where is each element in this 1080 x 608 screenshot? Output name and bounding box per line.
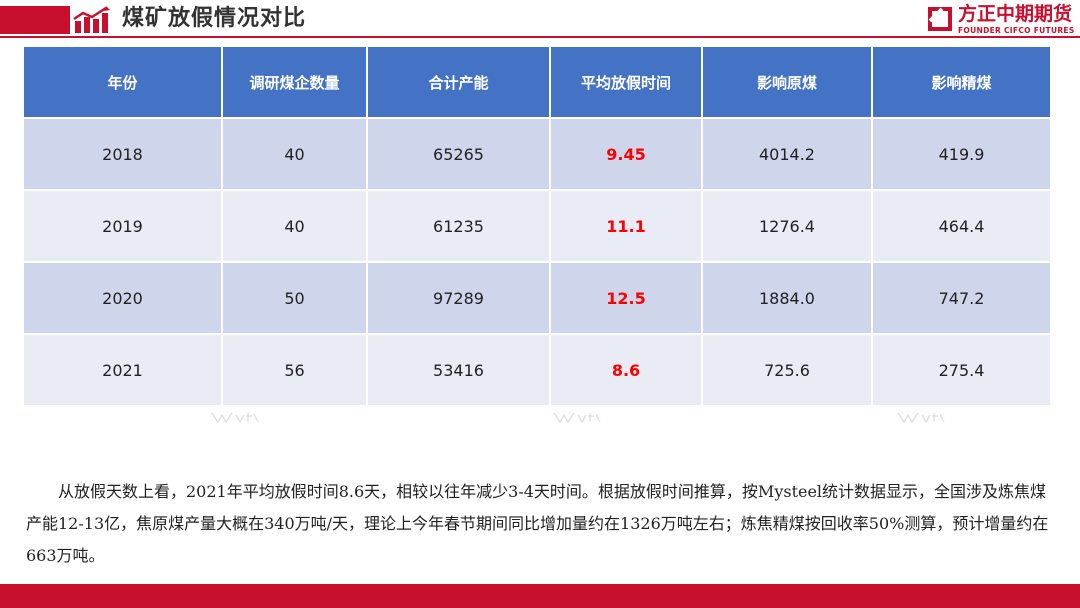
capacity-cell: 61235 [367,190,551,263]
column-header: 调研煤企数量 [222,47,368,119]
clean-coal-cell: 275.4 [872,334,1050,407]
factory-chart-icon [73,6,110,33]
footer-bar [0,584,1080,608]
watermark-strip [0,410,1080,426]
avg-holiday-cell: 12.5 [550,262,703,335]
table-row: 2021 56 53416 8.6 725.6 275.4 [24,334,1050,407]
column-header: 影响精煤 [872,47,1050,119]
clean-coal-cell: 464.4 [872,190,1050,263]
analysis-paragraph: 从放假天数上看，2021年平均放假时间8.6天，相较以往年减少3-4天时间。根据… [26,482,1049,565]
table-header-row: 年份 调研煤企数量 合计产能 平均放假时间 影响原煤 影响精煤 [24,47,1050,119]
header-divider [0,36,1080,38]
companies-cell: 40 [222,118,368,191]
table-row: 2019 40 61235 11.1 1276.4 464.4 [24,190,1050,263]
avg-holiday-cell: 11.1 [550,190,703,263]
companies-cell: 40 [222,190,368,263]
companies-cell: 56 [222,334,368,407]
watermark-icon [897,412,945,424]
table-row: 2020 50 97289 12.5 1884.0 747.2 [24,262,1050,335]
avg-holiday-cell: 8.6 [550,334,703,407]
raw-coal-cell: 725.6 [702,334,873,407]
year-cell: 2018 [24,118,223,191]
brand-logo: 方正中期期货 FOUNDER CIFCO FUTURES [926,2,1076,36]
page-title: 煤矿放假情况对比 [122,6,307,31]
raw-coal-cell: 1276.4 [702,190,873,263]
column-header: 合计产能 [367,47,551,119]
avg-holiday-cell: 9.45 [550,118,703,191]
founder-logo-icon [928,7,952,31]
column-header: 影响原煤 [702,47,873,119]
raw-coal-cell: 1884.0 [702,262,873,335]
companies-cell: 50 [222,262,368,335]
table-row: 2018 40 65265 9.45 4014.2 419.9 [24,118,1050,191]
header-accent-band [0,6,70,34]
clean-coal-cell: 419.9 [872,118,1050,191]
clean-coal-cell: 747.2 [872,262,1050,335]
watermark-icon [553,412,601,424]
page-header: 煤矿放假情况对比 方正中期期货 FOUNDER CIFCO FUTURES [0,0,1080,40]
brand-name: 方正中期期货 [958,3,1073,25]
year-cell: 2020 [24,262,223,335]
capacity-cell: 97289 [367,262,551,335]
year-cell: 2021 [24,334,223,407]
brand-subtitle: FOUNDER CIFCO FUTURES [958,26,1075,35]
column-header: 年份 [24,47,223,119]
column-header: 平均放假时间 [550,47,703,119]
year-cell: 2019 [24,190,223,263]
watermark-icon [211,412,259,424]
capacity-cell: 53416 [367,334,551,407]
capacity-cell: 65265 [367,118,551,191]
raw-coal-cell: 4014.2 [702,118,873,191]
holiday-comparison-table: 年份 调研煤企数量 合计产能 平均放假时间 影响原煤 影响精煤 2018 40 … [24,47,1050,409]
